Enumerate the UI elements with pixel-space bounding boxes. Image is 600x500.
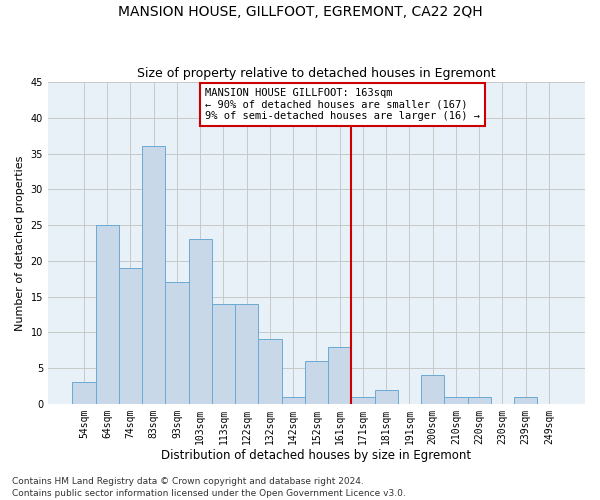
Bar (166, 282, 188, 404)
Text: MANSION HOUSE, GILLFOOT, EGREMONT, CA22 2QH: MANSION HOUSE, GILLFOOT, EGREMONT, CA22 … (118, 5, 482, 19)
Text: Contains HM Land Registry data © Crown copyright and database right 2024.
Contai: Contains HM Land Registry data © Crown c… (12, 476, 406, 498)
X-axis label: Distribution of detached houses by size in Egremont: Distribution of detached houses by size … (161, 450, 472, 462)
Title: Size of property relative to detached houses in Egremont: Size of property relative to detached ho… (137, 66, 496, 80)
Bar (142, 146, 166, 404)
Bar (514, 396, 538, 404)
Bar (235, 304, 259, 404)
Bar (374, 390, 398, 404)
Bar (305, 361, 328, 404)
Bar (467, 396, 491, 404)
Bar (212, 304, 235, 404)
Bar (328, 346, 352, 404)
Bar (188, 240, 212, 404)
Bar (259, 340, 281, 404)
Bar (421, 375, 445, 404)
Bar (352, 396, 374, 404)
Bar (73, 382, 95, 404)
Bar (119, 268, 142, 404)
Y-axis label: Number of detached properties: Number of detached properties (15, 156, 25, 330)
Bar (445, 396, 467, 404)
Text: MANSION HOUSE GILLFOOT: 163sqm
← 90% of detached houses are smaller (167)
9% of : MANSION HOUSE GILLFOOT: 163sqm ← 90% of … (205, 88, 480, 121)
Bar (281, 396, 305, 404)
Bar (95, 225, 119, 404)
